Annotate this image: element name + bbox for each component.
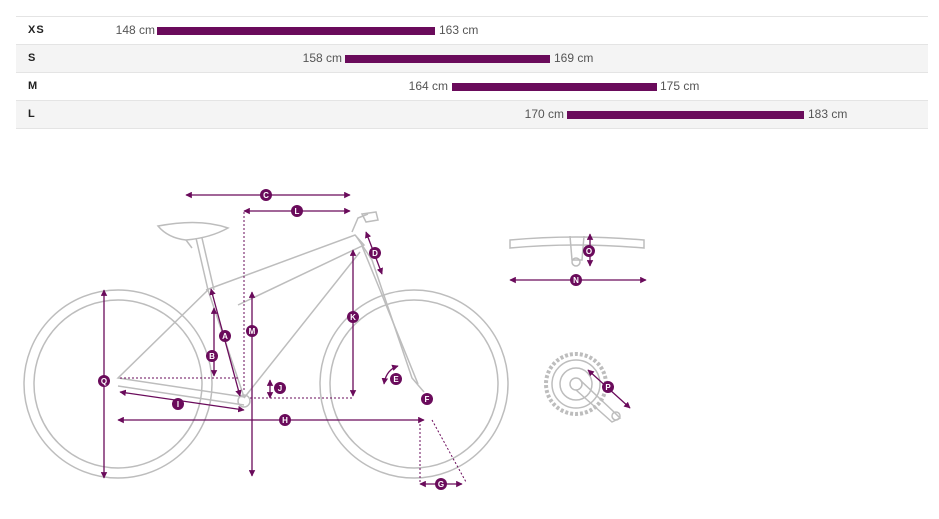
svg-text:K: K — [350, 313, 356, 322]
svg-text:L: L — [295, 207, 300, 216]
measurement-arrows — [100, 191, 647, 488]
svg-text:H: H — [282, 416, 288, 425]
svg-text:E: E — [393, 375, 399, 384]
badge-n: N — [570, 274, 582, 286]
height-max: 163 cm — [439, 23, 479, 37]
size-table: XS 148 cm 163 cm S 158 cm 169 cm M 164 c… — [16, 16, 928, 129]
badge-o: O — [583, 245, 595, 257]
svg-text:M: M — [249, 327, 256, 336]
arrow-e — [381, 364, 399, 385]
badge-m: M — [246, 325, 258, 337]
svg-text:J: J — [278, 384, 282, 393]
handlebar-illustration — [509, 235, 645, 267]
height-range-bar — [452, 83, 657, 91]
size-row-s: S 158 cm 169 cm — [16, 45, 928, 73]
svg-text:I: I — [177, 400, 179, 409]
svg-text:B: B — [209, 352, 215, 361]
badge-c: C — [260, 189, 272, 201]
height-max: 175 cm — [660, 79, 700, 93]
arrow-i — [119, 389, 245, 413]
crankset-illustration — [544, 352, 622, 423]
badge-l: L — [291, 205, 303, 217]
height-min: 158 cm — [302, 51, 342, 65]
bike-frame — [116, 211, 425, 406]
size-row-m: M 164 cm 175 cm — [16, 73, 928, 101]
svg-text:N: N — [573, 276, 579, 285]
arrow-a — [209, 288, 242, 397]
svg-text:O: O — [586, 247, 592, 256]
badge-h: H — [279, 414, 291, 426]
badge-q: Q — [98, 375, 110, 387]
bike-illustration — [23, 211, 509, 479]
svg-text:A: A — [222, 332, 228, 341]
badge-f: F — [421, 393, 433, 405]
badge-p: P — [602, 381, 614, 393]
svg-text:P: P — [605, 383, 611, 392]
height-max: 169 cm — [554, 51, 594, 65]
height-min: 148 cm — [115, 23, 155, 37]
size-label: XS — [28, 24, 45, 36]
badge-i: I — [172, 398, 184, 410]
saddle — [156, 221, 230, 249]
svg-text:Q: Q — [101, 377, 107, 386]
height-range-bar — [567, 111, 804, 119]
badge-d: D — [369, 247, 381, 259]
badge-j: J — [274, 382, 286, 394]
height-min: 170 cm — [524, 107, 564, 121]
bottom-bracket — [237, 394, 251, 408]
arrow-p — [587, 369, 631, 409]
height-range-bar — [345, 55, 550, 63]
svg-text:D: D — [372, 249, 378, 258]
size-row-xs: XS 148 cm 163 cm — [16, 17, 928, 45]
badge-k: K — [347, 311, 359, 323]
front-wheel — [319, 289, 509, 479]
size-label: L — [28, 108, 36, 120]
svg-text:F: F — [425, 395, 430, 404]
badge-g: G — [435, 478, 447, 490]
badge-b: B — [206, 350, 218, 362]
height-range-bar — [157, 27, 435, 35]
height-max: 183 cm — [808, 107, 848, 121]
badge-a: A — [219, 330, 231, 342]
size-label: S — [28, 52, 37, 64]
size-row-l: L 170 cm 183 cm — [16, 101, 928, 129]
measurement-guides — [120, 212, 467, 483]
badge-e: E — [390, 373, 402, 385]
height-min: 164 cm — [408, 79, 448, 93]
arrow-d — [365, 231, 383, 275]
svg-text:G: G — [438, 480, 444, 489]
size-label: M — [28, 80, 39, 92]
svg-text:C: C — [263, 191, 269, 200]
rear-wheel — [23, 289, 213, 479]
